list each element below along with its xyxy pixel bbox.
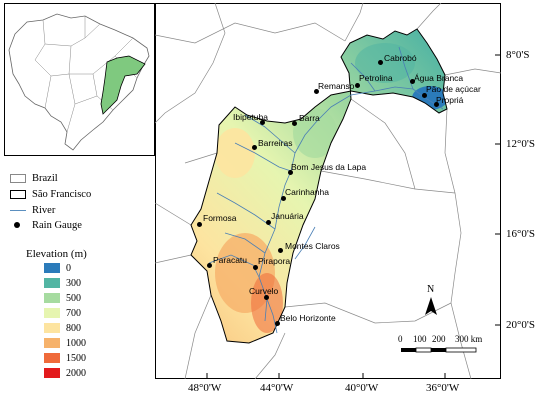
lon-label-48w: 48°0'W (188, 382, 222, 394)
elevation-label-300: 300 (66, 278, 81, 289)
gauge-label: Água Branca (414, 73, 464, 83)
gauge-label: Montes Claros (285, 241, 340, 251)
rain-gauge-dot (264, 295, 269, 300)
legend-item-sao-francisco: São Francisco (10, 188, 91, 202)
scale-tick-100: 100 (413, 334, 427, 344)
scale-tick-200: 200 (432, 334, 446, 344)
river-line-icon (10, 210, 26, 212)
main-map (155, 3, 501, 379)
rivers (208, 46, 444, 334)
legend-item-river: River (10, 204, 55, 218)
elevation-swatch-2000 (44, 368, 60, 378)
rain-gauge-dot (434, 102, 439, 107)
gauge-label: Pão de açúcar (426, 84, 481, 94)
gauge-label: Januária (271, 211, 304, 221)
gauge-label: Carinhanha (285, 187, 329, 197)
elevation-swatch-1500 (44, 353, 60, 363)
gauge-label: Belo Horizonte (280, 313, 336, 323)
graticule-ticks (206, 54, 501, 379)
elevation-swatch-700 (44, 308, 60, 318)
gauge-label: Formosa (203, 213, 237, 223)
rain-gauge-dot (410, 79, 415, 84)
elevation-swatch-1000 (44, 338, 60, 348)
elevation-title: Elevation (m) (26, 248, 87, 260)
elevation-label-1000: 1000 (66, 338, 86, 349)
north-arrow-icon (425, 297, 437, 315)
rain-gauge-dot (266, 220, 271, 225)
rain-gauge-dot (252, 145, 257, 150)
lat-label-12s: 12°0'S (506, 138, 535, 150)
elevation-label-0: 0 (66, 263, 71, 274)
gauge-label: Paracatu (213, 255, 248, 265)
rain-gauge-dot (207, 263, 212, 268)
lat-label-20s: 20°0'S (506, 319, 535, 331)
gauge-label: Petrolina (359, 73, 393, 83)
inset-map (4, 3, 155, 156)
legend-item-rain-gauge: Rain Gauge (10, 219, 82, 233)
legend-item-brazil: Brazil (10, 172, 58, 186)
gauge-label: Cabrobó (384, 53, 417, 63)
elevation-label-500: 500 (66, 293, 81, 304)
elevation-swatch-300 (44, 278, 60, 288)
rain-gauge-dot (378, 60, 383, 65)
lon-label-40w: 40°0'W (345, 382, 379, 394)
gauge-label: Ibipetuba (233, 112, 268, 122)
elevation-label-1500: 1500 (66, 353, 86, 364)
lat-label-16s: 16°0'S (506, 228, 535, 240)
rain-gauge-dot (275, 321, 280, 326)
gauge-label: Remanso (318, 81, 355, 91)
rain-gauge-dot (355, 83, 360, 88)
lat-label-8s: 8°0'S (506, 49, 530, 61)
elevation-swatch-800 (44, 323, 60, 333)
rain-gauge-dot (197, 222, 202, 227)
rain-gauge-dot (260, 120, 265, 125)
state-boundaries (155, 3, 501, 379)
rain-gauge-icon (10, 221, 26, 230)
sao-francisco-swatch (10, 190, 26, 200)
inset-brazil-outline (8, 13, 150, 151)
brazil-swatch (10, 174, 26, 184)
elevation-label-2000: 2000 (66, 368, 86, 379)
gauge-label: Propriá (436, 95, 464, 105)
lon-label-44w: 44°0'W (260, 382, 294, 394)
rain-gauge-dot (288, 170, 293, 175)
scale-tick-300km: 300 km (455, 334, 483, 344)
rain-gauge-dot (253, 265, 258, 270)
elevation-swatch-500 (44, 293, 60, 303)
scale-tick-0: 0 (398, 334, 403, 344)
scale-bar (401, 347, 477, 353)
gauge-label: Bom Jesus da Lapa (291, 162, 367, 172)
gauge-label: Barra (299, 113, 320, 123)
rain-gauge-dot (281, 196, 286, 201)
main-map-frame (155, 3, 501, 379)
rain-gauge-dot (314, 89, 319, 94)
gauge-label: Barreiras (258, 138, 293, 148)
elevation-label-700: 700 (66, 308, 81, 319)
rain-gauge-dot (422, 93, 427, 98)
lon-label-36w: 36°0'W (426, 382, 460, 394)
elevation-swatch-0 (44, 263, 60, 273)
elevation-label-800: 800 (66, 323, 81, 334)
north-label: N (427, 284, 435, 295)
rain-gauge-dot (292, 121, 297, 126)
gauge-label: Pirapora (258, 256, 291, 266)
rain-gauge-dot (278, 248, 283, 253)
gauge-label: Curvelo (249, 286, 279, 296)
